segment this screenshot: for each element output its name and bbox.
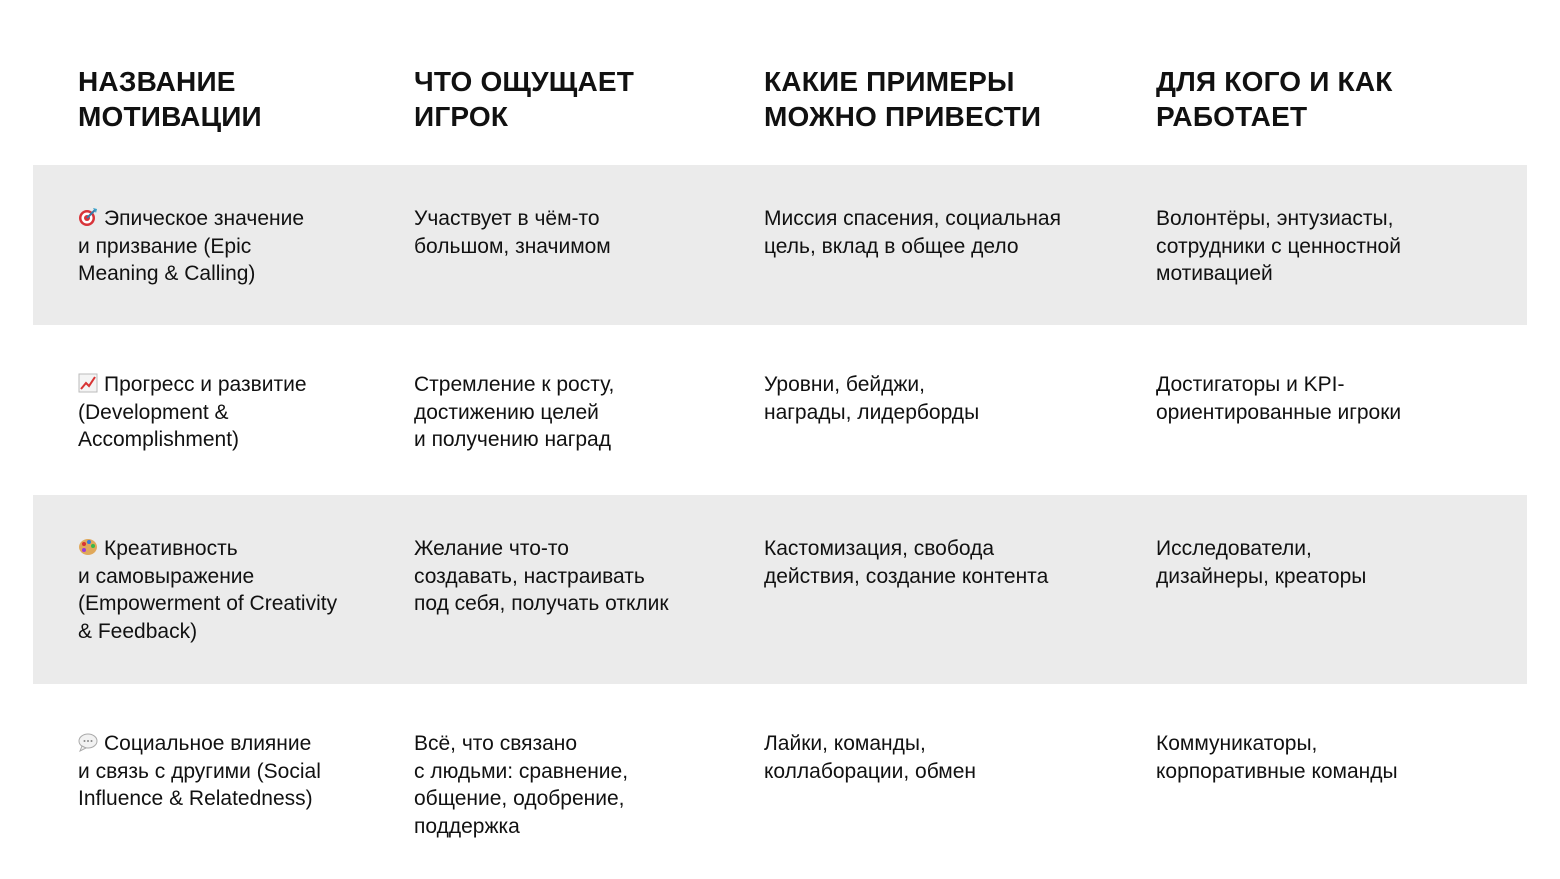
target-dart-icon [78, 207, 98, 227]
motivation-name: Социальное влияние и связь с другими (So… [78, 732, 321, 810]
examples: Миссия спасения, социальная цель, вклад … [764, 207, 1061, 258]
speech-bubble-icon [78, 732, 98, 753]
player-feels: Всё, что связано с людьми: сравнение, об… [414, 732, 629, 838]
examples: Лайки, команды, коллаборации, обмен [764, 732, 977, 783]
header-examples: КАКИЕ ПРИМЕРЫ МОЖНО ПРИВЕСТИ [764, 66, 1042, 132]
examples: Уровни, бейджи, награды, лидерборды [764, 373, 980, 424]
audience: Волонтёры, энтузиасты, сотрудники с ценн… [1156, 207, 1401, 285]
audience: Коммуникаторы, корпоративные команды [1156, 732, 1398, 783]
player-feels: Участвует в чём-то большом, значимом [414, 207, 611, 258]
table-row: Креативность и самовыражение (Empowermen… [33, 495, 1527, 684]
header-audience: ДЛЯ КОГО И КАК РАБОТАЕТ [1156, 66, 1393, 132]
artist-palette-icon [78, 537, 98, 557]
player-feels: Стремление к росту, достижению целей и п… [414, 373, 615, 451]
audience: Достигаторы и KPI- ориентированные игрок… [1156, 373, 1402, 424]
player-feels: Желание что-то создавать, настраивать по… [414, 537, 669, 615]
motivation-name: Прогресс и развитие (Development & Accom… [78, 373, 307, 451]
table-row: Эпическое значение и призвание (Epic Mea… [33, 165, 1527, 325]
chart-increasing-icon [78, 373, 98, 393]
motivation-name: Эпическое значение и призвание (Epic Mea… [78, 207, 305, 285]
motivation-name: Креативность и самовыражение (Empowermen… [78, 537, 338, 643]
table-row: Прогресс и развитие (Development & Accom… [33, 325, 1527, 495]
table-row: Социальное влияние и связь с другими (So… [33, 684, 1527, 879]
audience: Исследователи, дизайнеры, креаторы [1156, 537, 1367, 588]
header-player-feels: ЧТО ОЩУЩАЕТ ИГРОК [414, 66, 635, 132]
examples: Кастомизация, свобода действия, создание… [764, 537, 1049, 588]
header-motivation-name: НАЗВАНИЕ МОТИВАЦИИ [78, 66, 262, 132]
